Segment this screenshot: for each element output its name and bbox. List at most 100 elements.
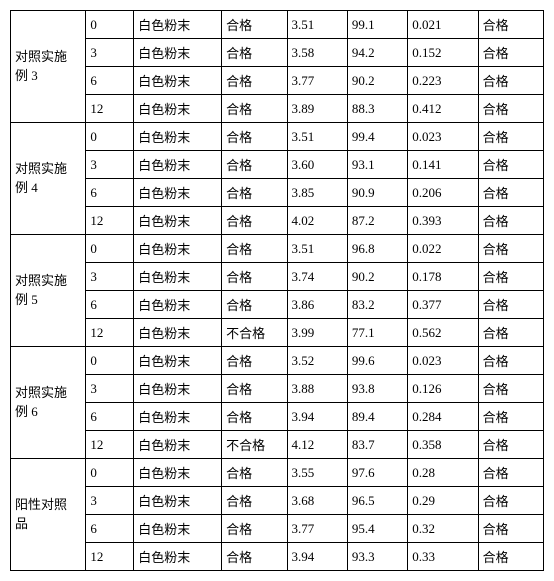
col-v1-cell: 3.51 bbox=[287, 235, 347, 263]
table-row: 阳性对照品0白色粉末合格3.5597.60.28合格 bbox=[11, 459, 544, 487]
col-desc-cell: 白色粉末 bbox=[134, 179, 222, 207]
group-label: 对照实施例 4 bbox=[11, 123, 86, 235]
col-v1-cell: 3.99 bbox=[287, 319, 347, 347]
table-row: 12白色粉末不合格4.1283.70.358合格 bbox=[11, 431, 544, 459]
col-pass-cell: 合格 bbox=[222, 263, 287, 291]
col-v2-cell: 83.7 bbox=[347, 431, 407, 459]
col-num-cell: 3 bbox=[86, 39, 134, 67]
col-desc-cell: 白色粉末 bbox=[134, 11, 222, 39]
col-v3-cell: 0.377 bbox=[408, 291, 478, 319]
col-num-cell: 12 bbox=[86, 95, 134, 123]
col-pass-cell: 合格 bbox=[222, 543, 287, 571]
col-pass-cell: 不合格 bbox=[222, 431, 287, 459]
col-pass-cell: 合格 bbox=[222, 123, 287, 151]
col-pass-cell: 合格 bbox=[222, 347, 287, 375]
col-desc-cell: 白色粉末 bbox=[134, 347, 222, 375]
col-pass-cell: 合格 bbox=[222, 151, 287, 179]
col-num-cell: 12 bbox=[86, 431, 134, 459]
col-pass-cell: 合格 bbox=[222, 207, 287, 235]
col-desc-cell: 白色粉末 bbox=[134, 291, 222, 319]
table-row: 6白色粉末合格3.8683.20.377合格 bbox=[11, 291, 544, 319]
col-v1-cell: 3.55 bbox=[287, 459, 347, 487]
col-v1-cell: 3.51 bbox=[287, 11, 347, 39]
col-desc-cell: 白色粉末 bbox=[134, 263, 222, 291]
col-desc-cell: 白色粉末 bbox=[134, 515, 222, 543]
col-desc-cell: 白色粉末 bbox=[134, 235, 222, 263]
col-v1-cell: 3.85 bbox=[287, 179, 347, 207]
col-v1-cell: 4.12 bbox=[287, 431, 347, 459]
table-row: 3白色粉末合格3.5894.20.152合格 bbox=[11, 39, 544, 67]
col-v2-cell: 89.4 bbox=[347, 403, 407, 431]
col-v2-cell: 87.2 bbox=[347, 207, 407, 235]
col-v2-cell: 93.1 bbox=[347, 151, 407, 179]
col-num-cell: 6 bbox=[86, 515, 134, 543]
col-v3-cell: 0.023 bbox=[408, 123, 478, 151]
col-desc-cell: 白色粉末 bbox=[134, 459, 222, 487]
col-v1-cell: 3.51 bbox=[287, 123, 347, 151]
col-desc-cell: 白色粉末 bbox=[134, 543, 222, 571]
col-res-cell: 合格 bbox=[478, 375, 543, 403]
table-row: 对照实施例 60白色粉末合格3.5299.60.023合格 bbox=[11, 347, 544, 375]
col-res-cell: 合格 bbox=[478, 515, 543, 543]
col-num-cell: 6 bbox=[86, 179, 134, 207]
table-row: 6白色粉末合格3.8590.90.206合格 bbox=[11, 179, 544, 207]
col-pass-cell: 合格 bbox=[222, 487, 287, 515]
col-pass-cell: 合格 bbox=[222, 11, 287, 39]
col-v2-cell: 97.6 bbox=[347, 459, 407, 487]
col-v3-cell: 0.223 bbox=[408, 67, 478, 95]
col-res-cell: 合格 bbox=[478, 11, 543, 39]
col-desc-cell: 白色粉末 bbox=[134, 95, 222, 123]
col-pass-cell: 不合格 bbox=[222, 319, 287, 347]
table-row: 3白色粉末合格3.6093.10.141合格 bbox=[11, 151, 544, 179]
col-v1-cell: 3.94 bbox=[287, 543, 347, 571]
col-res-cell: 合格 bbox=[478, 347, 543, 375]
col-res-cell: 合格 bbox=[478, 207, 543, 235]
col-v2-cell: 99.1 bbox=[347, 11, 407, 39]
col-v2-cell: 94.2 bbox=[347, 39, 407, 67]
col-v3-cell: 0.562 bbox=[408, 319, 478, 347]
col-v1-cell: 3.94 bbox=[287, 403, 347, 431]
col-desc-cell: 白色粉末 bbox=[134, 123, 222, 151]
col-v2-cell: 77.1 bbox=[347, 319, 407, 347]
col-v3-cell: 0.152 bbox=[408, 39, 478, 67]
col-desc-cell: 白色粉末 bbox=[134, 403, 222, 431]
col-num-cell: 0 bbox=[86, 11, 134, 39]
table-row: 6白色粉末合格3.7790.20.223合格 bbox=[11, 67, 544, 95]
table-row: 对照实施例 50白色粉末合格3.5196.80.022合格 bbox=[11, 235, 544, 263]
col-v3-cell: 0.141 bbox=[408, 151, 478, 179]
col-res-cell: 合格 bbox=[478, 431, 543, 459]
col-num-cell: 0 bbox=[86, 347, 134, 375]
col-num-cell: 6 bbox=[86, 403, 134, 431]
group-label: 阳性对照品 bbox=[11, 459, 86, 571]
col-v2-cell: 90.2 bbox=[347, 67, 407, 95]
col-pass-cell: 合格 bbox=[222, 403, 287, 431]
col-v1-cell: 3.88 bbox=[287, 375, 347, 403]
col-res-cell: 合格 bbox=[478, 95, 543, 123]
group-label: 对照实施例 3 bbox=[11, 11, 86, 123]
col-v2-cell: 88.3 bbox=[347, 95, 407, 123]
table-row: 对照实施例 30白色粉末合格3.5199.10.021合格 bbox=[11, 11, 544, 39]
col-desc-cell: 白色粉末 bbox=[134, 39, 222, 67]
table-row: 3白色粉末合格3.8893.80.126合格 bbox=[11, 375, 544, 403]
col-num-cell: 0 bbox=[86, 459, 134, 487]
col-desc-cell: 白色粉末 bbox=[134, 487, 222, 515]
col-v3-cell: 0.33 bbox=[408, 543, 478, 571]
table-row: 6白色粉末合格3.7795.40.32合格 bbox=[11, 515, 544, 543]
col-pass-cell: 合格 bbox=[222, 375, 287, 403]
col-v2-cell: 99.4 bbox=[347, 123, 407, 151]
col-v3-cell: 0.28 bbox=[408, 459, 478, 487]
col-pass-cell: 合格 bbox=[222, 459, 287, 487]
data-table: 对照实施例 30白色粉末合格3.5199.10.021合格3白色粉末合格3.58… bbox=[10, 10, 544, 571]
col-v3-cell: 0.29 bbox=[408, 487, 478, 515]
col-v1-cell: 3.77 bbox=[287, 515, 347, 543]
table-row: 12白色粉末合格4.0287.20.393合格 bbox=[11, 207, 544, 235]
col-num-cell: 3 bbox=[86, 151, 134, 179]
col-v3-cell: 0.32 bbox=[408, 515, 478, 543]
col-v2-cell: 96.5 bbox=[347, 487, 407, 515]
col-v3-cell: 0.393 bbox=[408, 207, 478, 235]
col-res-cell: 合格 bbox=[478, 543, 543, 571]
col-v1-cell: 3.89 bbox=[287, 95, 347, 123]
col-res-cell: 合格 bbox=[478, 123, 543, 151]
col-res-cell: 合格 bbox=[478, 291, 543, 319]
group-label: 对照实施例 6 bbox=[11, 347, 86, 459]
